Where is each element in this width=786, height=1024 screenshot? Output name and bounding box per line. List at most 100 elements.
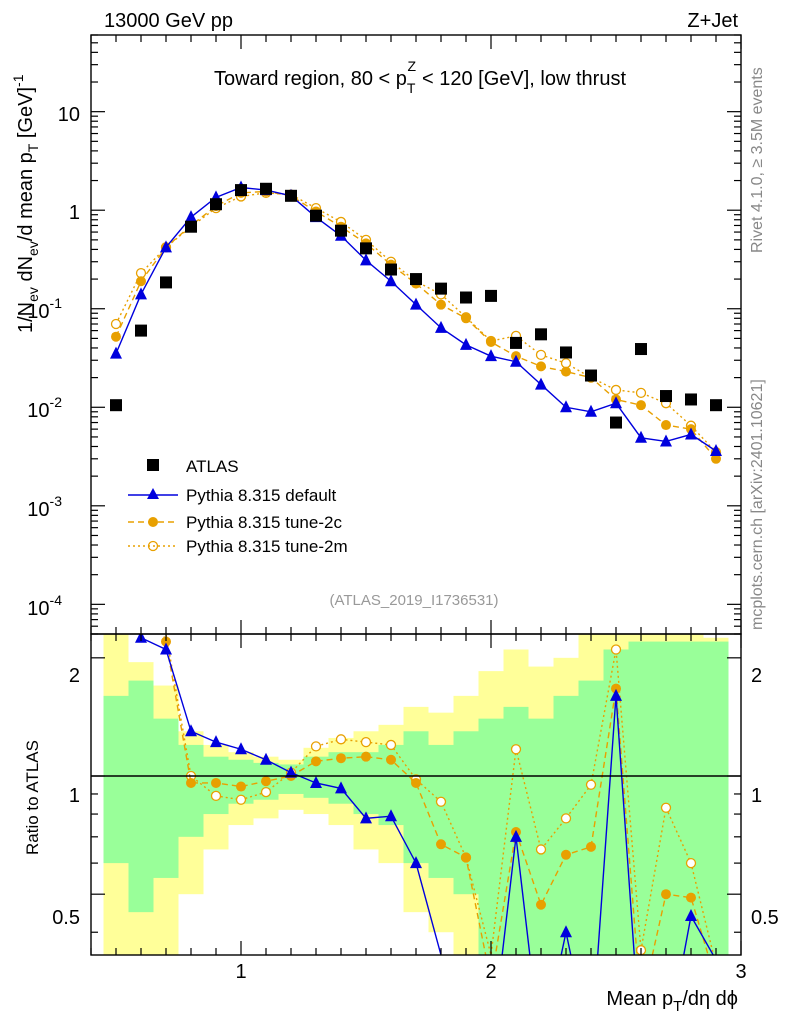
band-inner-bin — [578, 680, 604, 955]
ratio-data-point — [611, 683, 621, 694]
ratio-data-point — [211, 777, 221, 788]
ratio-data-point — [610, 644, 622, 655]
legend-tune2c-marker — [148, 517, 158, 527]
ratio-data-point — [360, 811, 372, 824]
ratio-data-point — [261, 776, 271, 787]
data-point — [560, 358, 572, 369]
ytick-1e-2: 10-2 — [27, 394, 62, 422]
xlabel-main: Mean p — [606, 988, 673, 1010]
ratio-data-point — [310, 741, 322, 752]
data-point — [410, 273, 422, 286]
data-point — [410, 297, 422, 310]
data-point — [310, 209, 322, 222]
ratio-data-point — [210, 790, 222, 802]
main-y-axis-label: 1/Nev dNev/d mean pT [GeV]-1 — [10, 74, 41, 333]
ratio-data-point — [260, 786, 272, 798]
ratio-data-point — [436, 839, 446, 850]
band-inner-bin — [628, 641, 654, 955]
ylabel-sup: -1 — [10, 74, 26, 87]
data-point — [660, 390, 672, 403]
mcplots-label: mcplots.cern.ch [arXiv:2401.10621] — [749, 379, 766, 630]
ratio-data-point — [560, 925, 572, 938]
ratio-ytick-left-0.5: 0.5 — [52, 907, 80, 929]
ratio-data-point — [210, 735, 222, 748]
ytick-1e-4: 10-4 — [27, 592, 62, 620]
data-point — [110, 399, 122, 412]
ratio-ytick-left-1: 1 — [69, 785, 80, 807]
ytick-10: 10 — [58, 104, 80, 126]
data-point — [711, 453, 721, 464]
region-title-main: Toward region, 80 < p — [214, 68, 407, 90]
legend-tune2m-label: Pythia 8.315 tune-2m — [186, 537, 348, 556]
main-y-tick-labels: 10-4 10-3 10-2 10-1 1 10 — [27, 104, 80, 620]
legend-tune2c-label: Pythia 8.315 tune-2c — [186, 513, 342, 532]
data-point — [135, 324, 147, 337]
data-point — [661, 420, 671, 431]
data-point — [536, 361, 546, 372]
legend: ATLAS Pythia 8.315 default Pythia 8.315 … — [128, 457, 348, 556]
data-point — [385, 263, 397, 276]
ratio-ytick-right-0.5: 0.5 — [751, 907, 779, 929]
data-point — [585, 404, 597, 417]
data-point — [136, 276, 146, 287]
region-title-sup: Z — [407, 58, 416, 74]
band-inner-bin — [178, 744, 204, 837]
ratio-data-point — [335, 734, 347, 745]
ratio-ytick-left-2: 2 — [69, 665, 80, 687]
header-left: 13000 GeV pp — [104, 10, 233, 32]
data-point — [635, 343, 647, 356]
data-point — [460, 337, 472, 350]
legend-default-marker — [147, 488, 159, 499]
data-point — [435, 320, 447, 333]
data-point — [485, 349, 497, 362]
data-point — [685, 427, 697, 440]
ylabel-main: 1/N — [15, 302, 37, 333]
ylabel-unit: [GeV] — [15, 87, 37, 144]
data-point — [710, 399, 722, 412]
data-point — [360, 242, 372, 255]
legend-tune2m-marker — [147, 540, 159, 552]
ytick-1: 1 — [69, 202, 80, 224]
ratio-data-point — [586, 841, 596, 852]
ratio-ytick-right-1: 1 — [751, 785, 762, 807]
ratio-data-point — [336, 753, 346, 764]
ratio-data-point — [361, 751, 371, 762]
ylabel-mid: dN — [15, 256, 37, 287]
ratio-data-point — [686, 892, 696, 903]
series-line — [115, 192, 717, 453]
data-point — [610, 416, 622, 429]
ratio-data-point — [536, 899, 546, 910]
rivet-label: Rivet 4.1.0, ≥ 3.5M events — [749, 67, 766, 253]
data-point — [561, 366, 571, 377]
data-point — [560, 400, 572, 413]
region-title-sub: T — [407, 80, 416, 96]
data-point — [510, 336, 522, 349]
legend-atlas-marker — [147, 459, 159, 471]
x-axis-label: Mean pT/dη dϕ — [606, 988, 738, 1015]
ratio-data-point — [311, 756, 321, 767]
ratio-data-point — [561, 849, 571, 860]
data-point — [636, 400, 646, 411]
ratio-data-point — [235, 794, 247, 805]
band-inner-bin — [353, 752, 379, 815]
ratio-data-point — [685, 857, 697, 869]
ratio-data-point — [461, 852, 471, 863]
ratio-data-point — [410, 856, 422, 869]
band-inner-bin — [453, 731, 479, 895]
ratio-data-point — [610, 688, 622, 701]
data-point — [660, 434, 672, 447]
data-point — [110, 318, 122, 330]
ratio-data-point — [360, 736, 372, 748]
ratio-data-point — [385, 809, 397, 822]
ratio-data-point — [510, 744, 522, 755]
band-inner-bin — [103, 695, 129, 864]
ratio-data-point — [385, 739, 397, 751]
ylabel-sub2: ev — [25, 241, 41, 256]
ratio-data-point — [335, 781, 347, 794]
ratio-data-point — [411, 777, 421, 788]
data-point — [285, 189, 297, 202]
data-point — [585, 369, 597, 382]
ratio-ytick-right-2: 2 — [751, 665, 762, 687]
axis-ticks — [90, 34, 742, 955]
series-line — [115, 186, 717, 452]
